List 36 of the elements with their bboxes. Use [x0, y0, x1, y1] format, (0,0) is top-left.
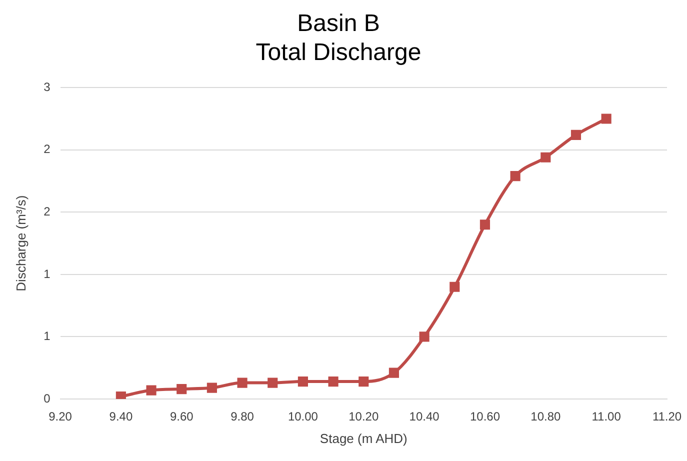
x-tick-label: 9.20: [48, 410, 72, 424]
point: [570, 130, 582, 140]
point: [358, 376, 369, 387]
point: [450, 282, 460, 292]
point: [540, 152, 551, 162]
y-tick-label: 1: [44, 329, 51, 344]
x-tick-label: 10.80: [530, 410, 561, 424]
y-axis-title: Discharge (m³/s): [13, 195, 28, 292]
point: [268, 378, 278, 388]
point: [237, 378, 248, 388]
point: [146, 385, 156, 396]
y-tick-label: 2: [44, 204, 51, 218]
point: [176, 384, 187, 394]
point: [480, 220, 490, 230]
x-tick-label: 10.40: [409, 410, 440, 424]
chart-title: Basin B Total Discharge: [256, 10, 422, 66]
point: [510, 171, 520, 182]
point: [601, 114, 612, 124]
y-tick-label: 2: [44, 142, 51, 156]
x-tick-label: 10.60: [470, 410, 500, 424]
x-tick-label: 11.20: [652, 410, 682, 424]
x-tick-label: 10.20: [348, 410, 379, 424]
x-tick-label: 9.60: [170, 410, 194, 424]
y-tick-label: 1: [44, 266, 51, 281]
x-tick-label: 9.80: [230, 410, 254, 424]
x-tick-label: 9.40: [109, 410, 133, 424]
point: [388, 368, 400, 378]
point: [298, 376, 308, 387]
point: [328, 376, 338, 387]
x-tick-label: 10.00: [288, 410, 318, 424]
point: [206, 382, 217, 393]
x-tick-label: 11.00: [592, 410, 622, 424]
y-tick-label: 3: [44, 80, 51, 94]
point: [419, 332, 430, 342]
y-tick-label: 0: [44, 391, 51, 406]
x-axis-title: Stage (m AHD): [320, 430, 408, 446]
